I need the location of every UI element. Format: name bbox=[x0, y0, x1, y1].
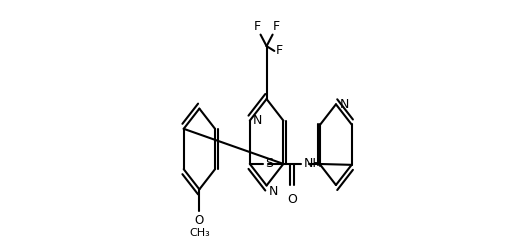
Text: CH₃: CH₃ bbox=[189, 228, 210, 238]
Text: F: F bbox=[272, 20, 280, 33]
Text: N: N bbox=[339, 98, 349, 111]
Text: N: N bbox=[268, 185, 278, 198]
Text: F: F bbox=[276, 45, 283, 57]
Text: NH: NH bbox=[304, 157, 323, 170]
Text: O: O bbox=[195, 214, 204, 227]
Text: N: N bbox=[253, 114, 263, 127]
Text: S: S bbox=[266, 157, 273, 170]
Text: O: O bbox=[287, 193, 297, 206]
Text: F: F bbox=[253, 20, 261, 33]
